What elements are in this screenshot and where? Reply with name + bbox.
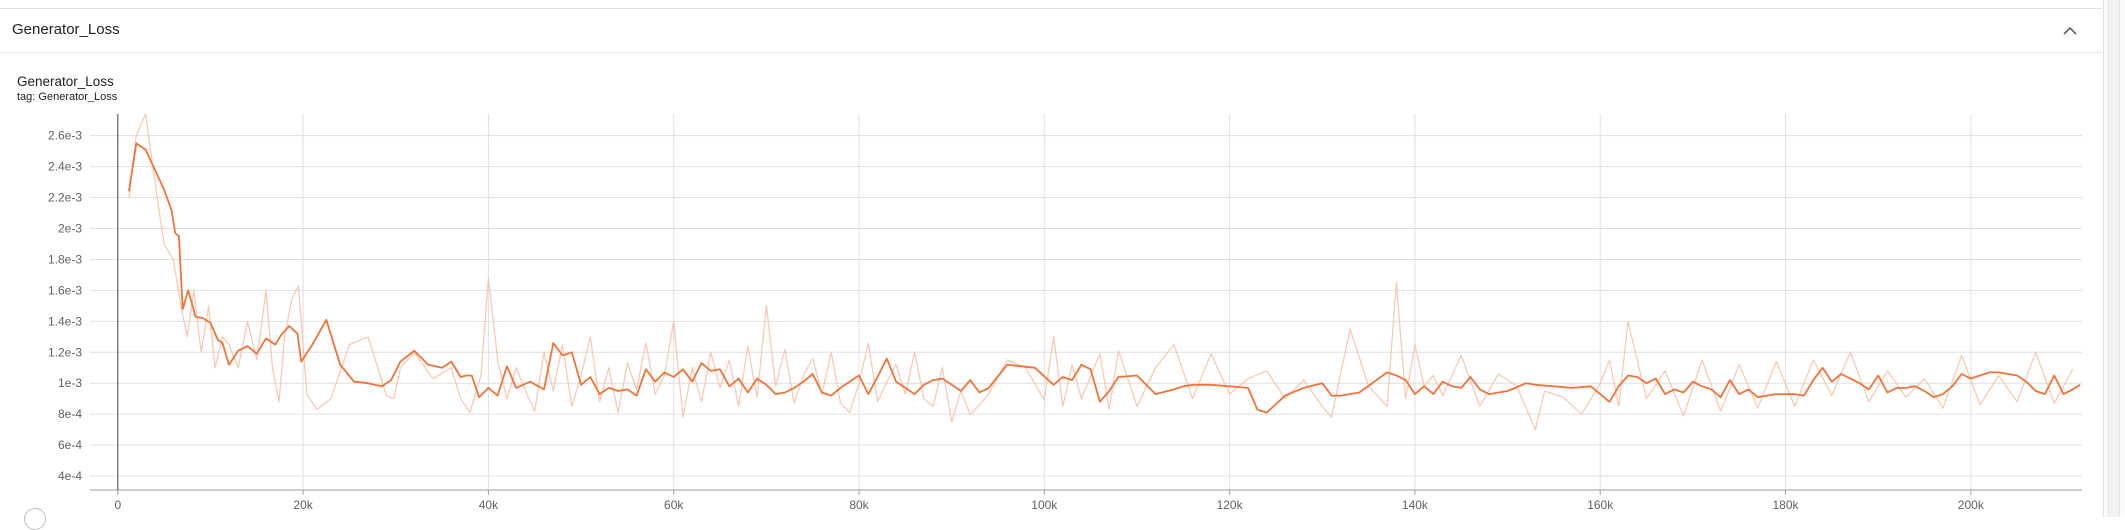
y-tick-label: 2.2e-3	[48, 191, 82, 205]
y-tick-label: 1e-3	[58, 376, 82, 390]
y-tick-label: 8e-4	[58, 407, 82, 421]
series-line-raw[interactable]	[128, 113, 2074, 431]
scrollbar-thumb[interactable]	[2108, 0, 2120, 517]
chart-axes: 4e-4 6e-4 8e-4 1e-3 1.2e-3 1.4e-3 1.6e-3 1.8e-3…	[48, 114, 2082, 512]
x-tick-label: 180k	[1773, 498, 1800, 512]
section-header[interactable]: Generator_Loss	[0, 9, 2102, 53]
x-tick-label: 80k	[849, 498, 869, 512]
y-tick-label: 6e-4	[58, 438, 82, 452]
top-divider	[0, 0, 2102, 9]
chart-grid	[90, 114, 2082, 490]
x-tick-label: 20k	[293, 498, 313, 512]
x-tick-label: 120k	[1217, 498, 1244, 512]
x-tick-label: 200k	[1958, 498, 1985, 512]
x-tick-label: 160k	[1587, 498, 1614, 512]
y-tick-label: 1.2e-3	[48, 345, 82, 359]
y-tick-label: 1.6e-3	[48, 283, 82, 297]
line-chart[interactable]: 4e-4 6e-4 8e-4 1e-3 1.2e-3 1.4e-3 1.6e-3 1.8e-3…	[0, 0, 2100, 517]
y-tick-label: 2e-3	[58, 222, 82, 236]
series-line-smoothed[interactable]	[128, 142, 2081, 414]
section-title: Generator_Loss	[12, 21, 120, 38]
chart-series	[128, 113, 2081, 431]
y-tick-label: 1.4e-3	[48, 314, 82, 328]
x-tick-label: 40k	[479, 498, 499, 512]
x-tick-label: 60k	[664, 498, 684, 512]
x-tick-label: 0	[114, 498, 121, 512]
y-tick-label: 2.6e-3	[48, 129, 82, 143]
y-tick-label: 1.8e-3	[48, 252, 82, 266]
y-tick-label: 2.4e-3	[48, 160, 82, 174]
fit-domain-icon[interactable]	[24, 508, 46, 530]
card-tag: tag: Generator_Loss	[17, 91, 118, 103]
x-tick-label: 140k	[1402, 498, 1429, 512]
card-title: Generator_Loss	[17, 74, 114, 89]
chevron-up-icon[interactable]	[2058, 19, 2082, 43]
x-tick-label: 100k	[1031, 498, 1058, 512]
y-tick-label: 4e-4	[58, 469, 82, 483]
